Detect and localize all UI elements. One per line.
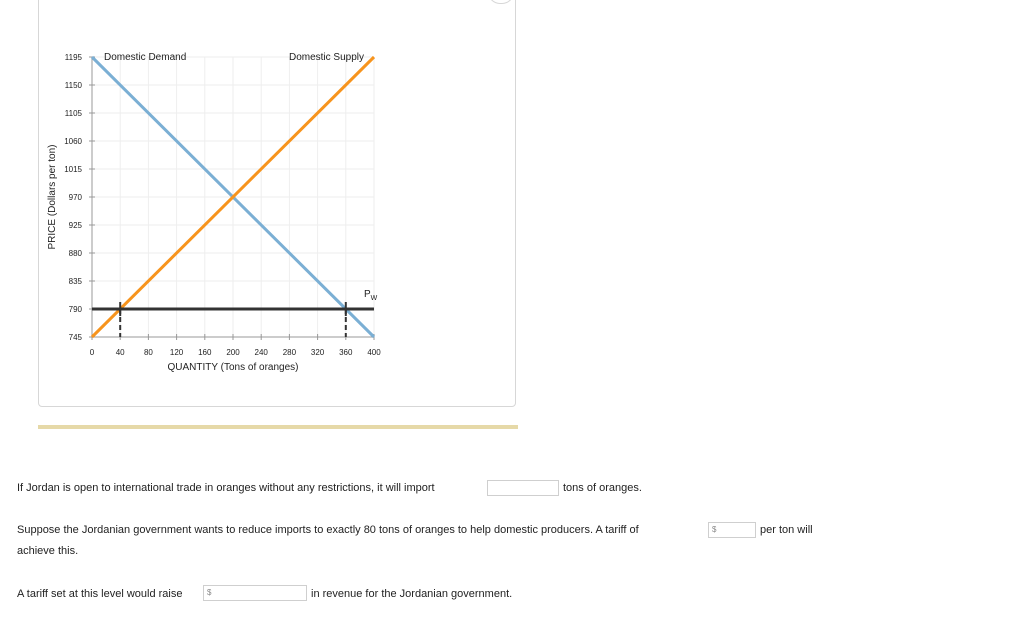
tariff-answer-input[interactable] — [708, 522, 756, 538]
x-tick-label: 0 — [90, 348, 95, 357]
x-tick-label: 240 — [255, 348, 269, 357]
y-tick-label: 790 — [69, 305, 83, 314]
x-tick-label: 320 — [311, 348, 325, 357]
x-tick-label: 40 — [116, 348, 125, 357]
graph-panel — [38, 0, 516, 407]
dollar-prefix-icon: $ — [207, 588, 212, 597]
question-1-suffix: tons of oranges. — [563, 482, 642, 494]
imports-answer-input[interactable] — [487, 480, 559, 496]
world-price-subscript: W — [371, 295, 378, 302]
y-tick-label: 1015 — [64, 165, 82, 174]
y-tick-label: 1105 — [65, 109, 83, 118]
x-tick-label: 360 — [339, 348, 353, 357]
y-tick-label: 835 — [69, 277, 83, 286]
question-2-line2: achieve this. — [17, 545, 79, 557]
y-tick-label: 1060 — [64, 137, 82, 146]
x-tick-label: 200 — [226, 348, 240, 357]
y-tick-label: 745 — [69, 333, 83, 342]
x-axis-label: QUANTITY (Tons of oranges) — [168, 362, 299, 373]
x-tick-label: 80 — [144, 348, 153, 357]
x-tick-label: 120 — [170, 348, 184, 357]
x-tick-label: 400 — [367, 348, 381, 357]
x-tick-label: 160 — [198, 348, 212, 357]
dollar-prefix-icon: $ — [712, 525, 717, 534]
y-tick-label: 925 — [69, 221, 83, 230]
supply-demand-chart: 0 40 80 120 160 200 240 280 320 360 400 745 790 835 88… — [47, 52, 381, 373]
world-price-label: PW — [364, 289, 378, 302]
revenue-answer-input[interactable] — [203, 585, 307, 601]
domestic-supply-label: Domestic Supply — [289, 52, 364, 63]
question-2-suffix: per ton will — [760, 524, 813, 536]
question-1-text: If Jordan is open to international trade… — [17, 482, 435, 494]
x-tick-label: 280 — [283, 348, 297, 357]
domestic-demand-label: Domestic Demand — [104, 52, 186, 63]
question-2-text: Suppose the Jordanian government wants t… — [17, 524, 639, 536]
y-tick-label: 880 — [69, 249, 83, 258]
y-tick-label: 970 — [69, 193, 83, 202]
y-tick-label: 1150 — [65, 81, 83, 90]
y-tick-label: 1195 — [65, 53, 83, 62]
question-3-suffix: in revenue for the Jordanian government. — [311, 588, 513, 600]
y-axis-label: PRICE (Dollars per ton) — [47, 144, 58, 249]
question-3-text: A tariff set at this level would raise — [17, 588, 183, 600]
domestic-supply-line — [90, 55, 376, 339]
section-divider — [38, 425, 518, 429]
